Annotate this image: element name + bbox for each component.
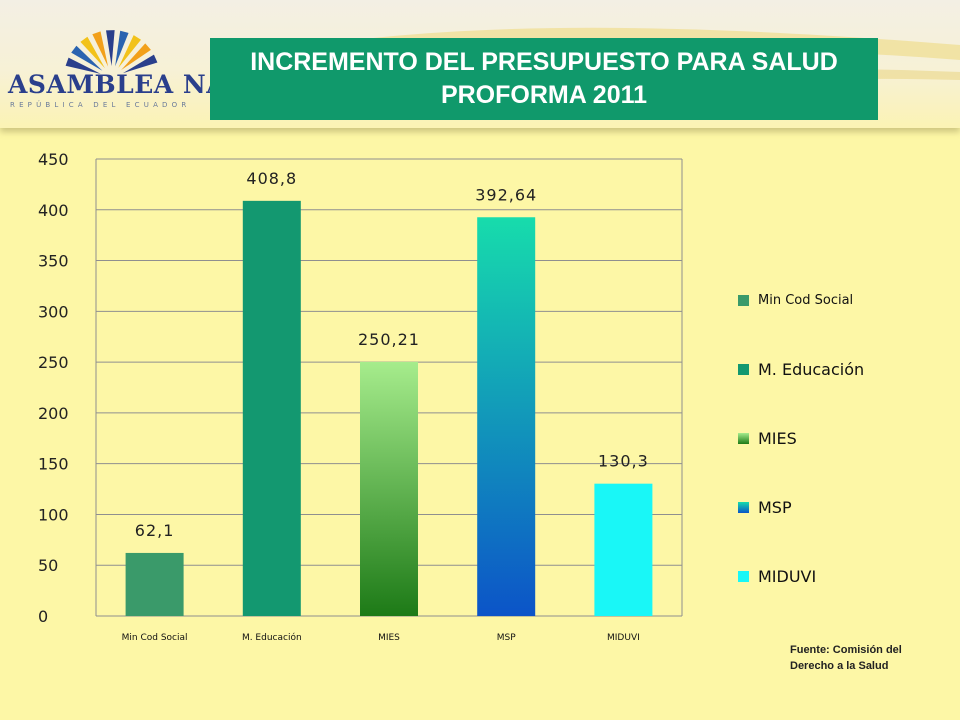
bar-miduvi: [594, 483, 653, 616]
logo-ray: [71, 45, 103, 71]
logo-ray: [121, 43, 151, 71]
legend-label: MSP: [758, 497, 792, 517]
bar-mies: [360, 361, 418, 616]
bar-msp: [477, 217, 536, 617]
logo-subtext: REPÚBLICA DEL ECUADOR: [10, 101, 191, 109]
y-tick-label: 450: [38, 150, 69, 169]
logo-ray: [92, 31, 109, 67]
y-tick-label: 300: [38, 302, 69, 321]
legend-swatch: [738, 501, 749, 513]
legend-item: M. Educación: [738, 357, 864, 381]
logo-ray: [122, 54, 158, 74]
legend-item: MIDUVI: [738, 564, 816, 588]
y-tick-label: 0: [38, 607, 48, 626]
source-line-2: Derecho a la Salud: [790, 660, 889, 672]
sun-rays-logo-icon: [65, 30, 158, 74]
y-tick-label: 100: [38, 505, 69, 524]
legend-label: MIDUVI: [758, 566, 817, 586]
y-tick-label: 150: [38, 455, 69, 474]
legend-swatch: [738, 363, 749, 375]
x-tick-label: MIDUVI: [607, 633, 640, 643]
data-label: 62,1: [135, 521, 175, 540]
y-tick-label: 50: [38, 556, 58, 575]
y-tick-label: 200: [38, 404, 69, 423]
logo-ray: [80, 36, 105, 69]
logo: [0, 20, 225, 120]
x-tick-label: M. Educación: [242, 632, 302, 643]
data-label: 392,64: [475, 185, 537, 204]
logo-ray: [115, 30, 129, 67]
legend-swatch: [738, 294, 749, 306]
bar-min-cod-social: [125, 552, 184, 616]
legend-item: MIES: [738, 426, 797, 450]
logo-ray: [118, 35, 141, 68]
x-tick-label: MIES: [378, 633, 400, 643]
x-tick-label: MSP: [497, 633, 516, 643]
x-tick-label: Min Cod Social: [122, 633, 188, 643]
legend-item: MSP: [738, 495, 792, 519]
data-label: 408,8: [246, 169, 297, 188]
legend-label: Min Cod Social: [758, 292, 854, 308]
source-note: Fuente: Comisión del Derecho a la Salud: [790, 642, 950, 674]
legend-label: MIES: [758, 428, 797, 448]
bar-m-educaci-n: [242, 200, 301, 616]
y-tick-label: 400: [38, 201, 69, 220]
legend-swatch: [738, 432, 749, 444]
data-label: 250,21: [358, 330, 420, 349]
header-banner: ASAMBLEA NACIONAL REPÚBLICA DEL ECUADOR …: [0, 0, 960, 128]
data-label: 130,3: [598, 452, 649, 471]
title-box: INCREMENTO DEL PRESUPUESTO PARA SALUD PR…: [210, 38, 878, 120]
y-tick-label: 350: [38, 252, 69, 271]
y-tick-label: 250: [38, 353, 69, 372]
logo-ray: [65, 57, 101, 74]
legend-item: Min Cod Social: [738, 288, 853, 312]
page-title: INCREMENTO DEL PRESUPUESTO PARA SALUD PR…: [250, 48, 838, 109]
legend-swatch: [738, 570, 749, 582]
legend-label: M. Educación: [758, 359, 865, 379]
logo-ray: [106, 30, 115, 67]
source-line-1: Fuente: Comisión del: [790, 644, 902, 656]
